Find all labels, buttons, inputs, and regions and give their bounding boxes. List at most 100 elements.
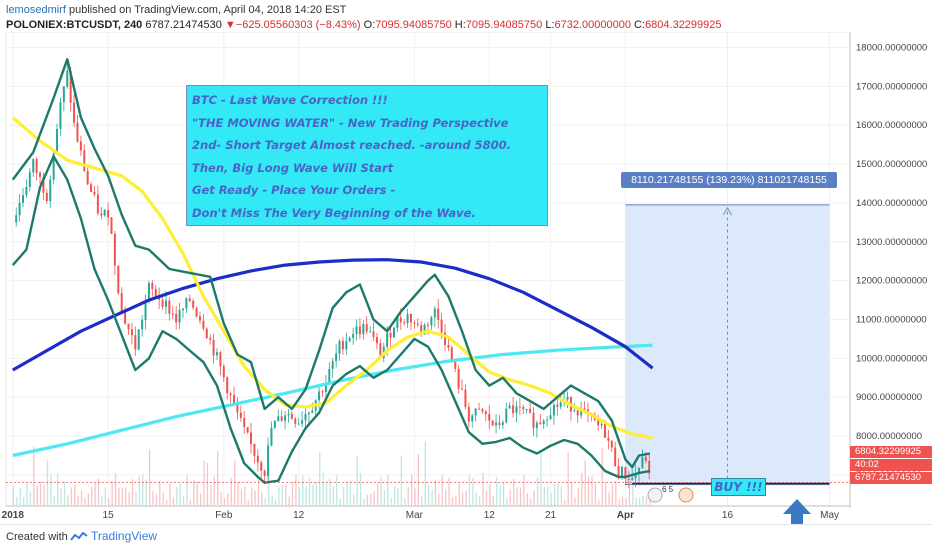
candle-body bbox=[25, 186, 28, 196]
volume-bar bbox=[370, 493, 372, 506]
volume-bar bbox=[604, 482, 607, 506]
y-tick-label: 11000.00000000 bbox=[856, 315, 927, 326]
candle-body bbox=[280, 416, 283, 421]
volume-bar bbox=[441, 475, 443, 506]
volume-bar bbox=[621, 496, 624, 506]
volume-bar bbox=[295, 474, 297, 506]
candle-body bbox=[399, 317, 402, 323]
low-label: L: bbox=[545, 19, 555, 31]
candle-body bbox=[188, 298, 191, 301]
annotation-line-2: "THE MOVING WATER" - New Trading Perspec… bbox=[192, 115, 509, 130]
volume-bar bbox=[502, 482, 505, 506]
y-tick-label: 18000.00000000 bbox=[856, 43, 927, 54]
volume-bar bbox=[363, 499, 365, 506]
volume-bar bbox=[506, 497, 508, 506]
candle-body bbox=[512, 405, 515, 414]
candle-body bbox=[433, 308, 436, 318]
volume-bar bbox=[315, 482, 317, 506]
volume-bar bbox=[380, 476, 382, 506]
volume-bar bbox=[424, 441, 426, 506]
candle-body bbox=[464, 389, 467, 408]
x-tick-label: 12 bbox=[293, 510, 305, 521]
candle-body bbox=[69, 70, 72, 103]
volume-bar bbox=[540, 449, 542, 506]
low-value: 6732.00000000 bbox=[554, 19, 631, 31]
measure-label[interactable]: 8110.21748155 (139.23%) 811021748155 bbox=[621, 172, 837, 188]
volume-bar bbox=[639, 497, 641, 506]
volume-bar bbox=[325, 481, 328, 506]
x-tick-label: 16 bbox=[722, 510, 734, 521]
candle-body bbox=[250, 432, 253, 444]
candle-body bbox=[93, 191, 96, 195]
candle-body bbox=[580, 408, 583, 416]
candle-body bbox=[301, 420, 304, 424]
y-tick-label: 14000.00000000 bbox=[856, 198, 927, 209]
author-link[interactable]: lemosedmirf bbox=[6, 4, 66, 16]
volume-bar bbox=[213, 476, 215, 506]
annotation-box[interactable]: BTC - Last Wave Correction !!! "THE MOVI… bbox=[186, 85, 548, 226]
volume-bar bbox=[179, 483, 181, 506]
volume-bar bbox=[462, 492, 464, 506]
series-env_lower bbox=[11, 155, 651, 484]
event-marker-icon bbox=[678, 487, 694, 503]
candle-body bbox=[192, 300, 195, 308]
volume-bar bbox=[125, 487, 127, 506]
candle-body bbox=[185, 298, 188, 309]
candle-body bbox=[430, 317, 433, 326]
candle-body bbox=[352, 333, 355, 338]
candle-body bbox=[209, 337, 212, 340]
candle-body bbox=[243, 417, 246, 428]
volume-bar bbox=[359, 473, 362, 506]
candle-body bbox=[195, 307, 198, 317]
volume-bar bbox=[165, 499, 168, 506]
candle-body bbox=[389, 332, 392, 338]
volume-bar bbox=[77, 495, 79, 506]
volume-bar bbox=[223, 498, 226, 506]
candle-body bbox=[648, 460, 651, 474]
candle-body bbox=[597, 420, 600, 426]
x-tick-label: 2018 bbox=[2, 510, 25, 521]
candle-body bbox=[307, 412, 310, 415]
volume-bar bbox=[121, 487, 124, 506]
candle-body bbox=[100, 213, 103, 216]
volume-bar bbox=[342, 486, 345, 506]
volume-bar bbox=[397, 488, 399, 506]
volume-bar bbox=[410, 474, 413, 506]
volume-bar bbox=[346, 481, 348, 506]
volume-bar bbox=[159, 480, 161, 506]
candle-body bbox=[79, 141, 82, 151]
volume-bar bbox=[601, 447, 603, 506]
last-price: 6787.21474530 bbox=[145, 19, 222, 31]
candle-body bbox=[216, 352, 218, 356]
volume-bar bbox=[67, 495, 69, 506]
volume-bar bbox=[142, 474, 144, 506]
candle-body bbox=[631, 477, 634, 480]
candle-body bbox=[284, 415, 287, 421]
volume-bar bbox=[152, 490, 154, 506]
tradingview-logo[interactable]: TradingView bbox=[70, 529, 157, 543]
candle-body bbox=[117, 265, 120, 294]
candle-body bbox=[154, 288, 157, 297]
candle-body bbox=[535, 422, 538, 429]
x-tick-label: 12 bbox=[484, 510, 496, 521]
candle-body bbox=[164, 300, 167, 307]
volume-bar bbox=[353, 494, 355, 506]
volume-bar bbox=[206, 462, 209, 506]
candle-body bbox=[338, 340, 341, 354]
chart-header: lemosedmirf published on TradingView.com… bbox=[6, 3, 926, 33]
up-arrow-icon bbox=[783, 499, 811, 524]
buy-label[interactable]: BUY !!! bbox=[711, 478, 766, 496]
volume-bar bbox=[312, 484, 314, 506]
x-tick-label: Mar bbox=[406, 510, 424, 521]
volume-bar bbox=[257, 479, 260, 506]
candle-body bbox=[457, 368, 460, 389]
volume-bar bbox=[570, 482, 573, 506]
candle-body bbox=[403, 322, 406, 324]
volume-bar bbox=[217, 451, 219, 506]
volume-bar bbox=[234, 460, 236, 506]
annotation-line-5: Get Ready - Place Your Orders - bbox=[192, 183, 396, 197]
volume-bar bbox=[434, 479, 437, 506]
tradingview-brand: TradingView bbox=[91, 529, 158, 543]
candle-body bbox=[107, 209, 110, 218]
candle-body bbox=[175, 313, 178, 323]
